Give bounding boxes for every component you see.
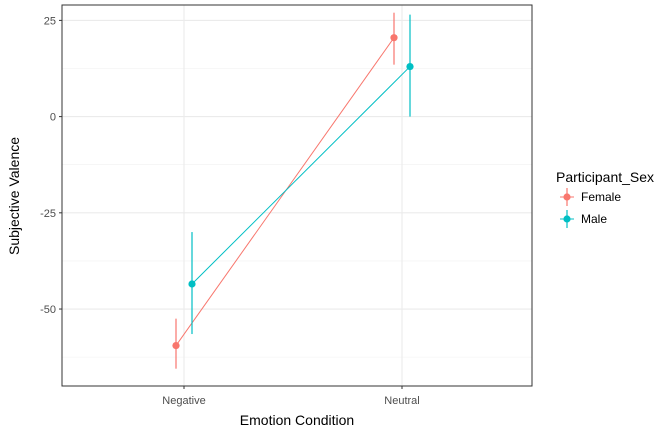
- data-point-male: [406, 62, 414, 71]
- x-tick-label: Neutral: [384, 395, 419, 407]
- data-point-female: [390, 34, 398, 42]
- legend-key-point-female: [563, 193, 571, 201]
- legend: Participant_Sex Female Male: [556, 169, 654, 228]
- x-axis-title: Emotion Condition: [240, 412, 354, 428]
- legend-items: Female Male: [560, 188, 621, 228]
- series-line-male: [191, 66, 411, 285]
- grid-layer: [62, 5, 532, 386]
- panel-border: [61, 4, 533, 387]
- series-layer: [172, 12, 414, 369]
- x-tick-label: Negative: [162, 395, 205, 407]
- y-tick-label: 25: [44, 15, 56, 27]
- legend-label-female: Female: [581, 190, 621, 204]
- y-tick-label: 0: [50, 112, 56, 124]
- legend-label-male: Male: [581, 212, 607, 226]
- y-tick-label: -25: [40, 208, 56, 220]
- data-point-female: [172, 341, 180, 350]
- legend-key-point-male: [563, 215, 571, 223]
- data-point-male: [188, 280, 196, 288]
- legend-title: Participant_Sex: [556, 169, 654, 185]
- y-tick-label: -50: [40, 304, 56, 316]
- ticks-layer: -50 -25 0 25 Negative Neutral: [40, 15, 420, 407]
- y-axis-title: Subjective Valence: [6, 137, 22, 255]
